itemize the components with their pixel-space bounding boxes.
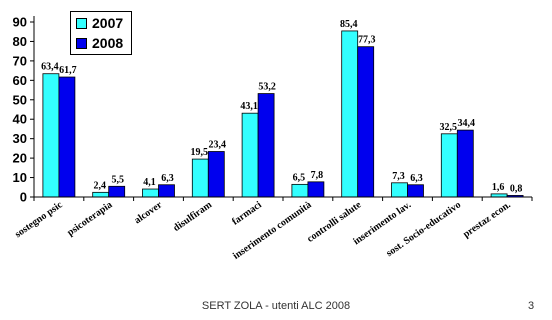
y-tick-label: 70 [13,53,27,68]
bar-2007 [341,30,359,198]
y-tick-label: 0 [20,190,27,205]
legend-label-2008: 2008 [92,35,124,51]
page-number: 3 [528,300,535,312]
data-label: 7,3 [392,171,405,182]
data-label: 61,7 [59,65,77,76]
bar-2008 [158,184,175,198]
x-category-label: prestaz econ. [461,199,513,240]
y-tick-label: 10 [13,170,27,185]
data-label: 63,4 [41,62,59,73]
data-label: 6,3 [410,173,423,184]
data-label: 19,5 [191,147,209,158]
bar-2007 [241,112,259,198]
data-label: 23,4 [209,140,227,151]
data-label: 6,3 [161,173,174,184]
bar-2007 [391,182,408,198]
bar-2007 [42,73,60,198]
y-tick-label: 60 [13,73,27,88]
y-tick-label: 90 [13,15,27,30]
data-label: 4,1 [143,177,156,188]
x-category-label: psicoterapia [65,199,114,238]
y-tick-label: 30 [13,131,27,146]
footer-caption: SERT ZOLA - utenti ALC 2008 [201,300,351,312]
data-label: 2,4 [93,180,106,191]
bar-2007 [92,191,110,198]
bar-2007 [142,188,159,198]
bar-2008 [257,93,275,198]
bar-2008 [407,184,424,198]
data-label: 6,5 [293,172,306,183]
data-label: 0,8 [510,183,523,194]
legend-item-2008: 2008 [76,35,123,51]
x-category-label: farmaci [230,199,264,227]
data-label: 7,8 [311,170,324,181]
x-category-label: alcover [132,199,164,226]
data-label: 85,4 [340,19,358,30]
data-label: 1,6 [492,182,505,193]
data-label: 43,1 [240,101,258,112]
bar-2008 [456,129,474,198]
legend-swatch-2008 [76,37,87,49]
y-tick-label: 50 [13,92,27,107]
x-category-label: sostegno psic [13,199,65,240]
bar-2007 [440,133,458,198]
bar-2007 [291,183,309,198]
chart-legend: 2007 2008 [70,11,132,55]
bar-2008 [108,185,126,198]
data-label: 5,5 [111,174,124,185]
bar-2008 [357,46,375,198]
bar-2008 [207,151,225,198]
bar-2008 [58,76,76,198]
legend-label-2007: 2007 [92,15,124,31]
y-tick-label: 20 [13,151,27,166]
data-label: 32,5 [440,122,458,133]
data-label: 34,4 [458,118,476,129]
data-label: 77,3 [358,35,376,46]
x-category-label: disulfiram [171,199,214,234]
legend-swatch-2007 [76,17,87,29]
bar-2007 [191,158,209,198]
bar-2008 [307,181,325,198]
y-tick-label: 80 [13,34,27,49]
legend-item-2007: 2007 [76,15,123,31]
data-label: 53,2 [258,82,276,93]
y-tick-label: 40 [13,112,27,127]
